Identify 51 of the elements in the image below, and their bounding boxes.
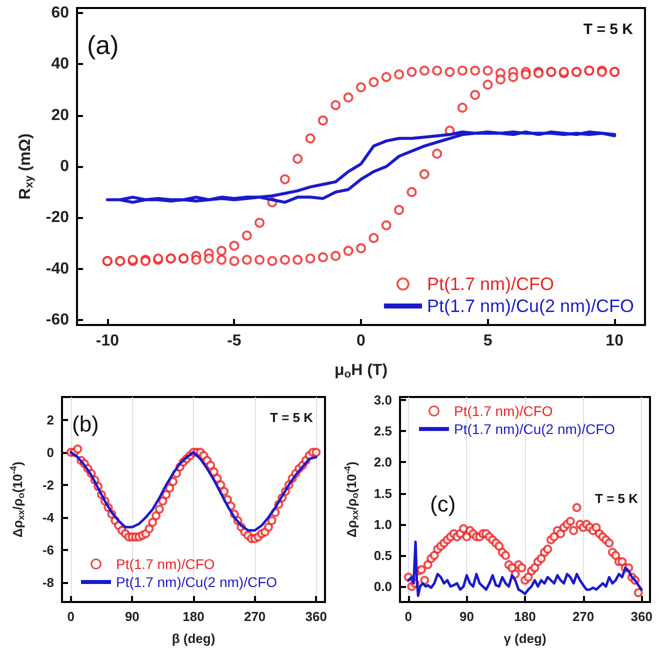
y-tick-label: 40 — [51, 56, 70, 73]
annotation: T = 5 K — [595, 491, 639, 506]
legend-label: Pt(1.7 nm)/Cu(2 nm)/CFO — [454, 421, 616, 437]
x-tick-label: -5 — [227, 332, 242, 350]
legend-label: Pt(1.7 nm)/Cu(2 nm)/CFO — [426, 296, 634, 316]
y-tick-label: 0 — [60, 158, 70, 175]
x-tick-label: 360 — [305, 609, 327, 624]
legend-label: Pt(1.7 nm)/Cu(2 nm)/CFO — [116, 574, 278, 590]
annotation: (b) — [72, 412, 99, 436]
x-tick-label: -10 — [96, 332, 120, 350]
x-axis-title: γ (deg) — [504, 631, 546, 646]
y-tick-label: 2.5 — [374, 424, 392, 439]
y-tick-label: -6 — [42, 542, 54, 558]
y-tick-label: 0.0 — [374, 578, 392, 594]
x-tick-label: 0 — [356, 332, 366, 350]
x-tick-label: 90 — [124, 609, 140, 624]
y-axis-title: Rxy (mΩ) — [16, 133, 36, 200]
x-tick-label: 270 — [244, 609, 266, 624]
y-tick-label: 3.0 — [374, 392, 392, 408]
y-tick-label: 20 — [51, 106, 70, 124]
x-tick-label: 90 — [459, 609, 474, 624]
annotation: (c) — [430, 492, 456, 516]
y-tick-label: -2 — [42, 477, 54, 492]
x-tick-label: 180 — [514, 609, 536, 624]
y-tick-label: -4 — [42, 510, 55, 525]
x-axis-title: β (deg) — [172, 631, 216, 646]
legend-label: Pt(1.7 nm)/CFO — [426, 274, 554, 294]
annotation: (a) — [87, 30, 119, 60]
x-tick-label: 10 — [606, 332, 624, 350]
x-tick-label: 360 — [630, 609, 652, 624]
x-tick-label: 0 — [404, 609, 412, 624]
x-tick-label: 5 — [483, 332, 492, 350]
y-tick-label: 2.0 — [374, 454, 392, 470]
y-axis-title: Δρxx/ρo(10-4) — [342, 462, 360, 538]
y-tick-label: -40 — [46, 260, 70, 278]
x-tick-label: 180 — [182, 609, 204, 624]
y-tick-label: 1.5 — [374, 486, 392, 501]
y-tick-label: 1.0 — [374, 516, 392, 532]
y-tick-label: -8 — [42, 574, 54, 590]
y-tick-label: 2 — [46, 412, 54, 428]
legend-label: Pt(1.7 nm)/CFO — [116, 556, 215, 572]
legend-label: Pt(1.7 nm)/CFO — [454, 403, 553, 419]
y-tick-label: 60 — [51, 4, 70, 22]
y-tick-label: -60 — [46, 311, 70, 328]
y-tick-label: 0.5 — [374, 548, 392, 563]
annotation: T = 5 K — [270, 410, 314, 425]
y-tick-label: 0 — [46, 444, 54, 460]
x-tick-label: 270 — [572, 609, 594, 624]
annotation: T = 5 K — [583, 21, 634, 38]
y-axis-title: Δρxx/ρo(10-4) — [8, 462, 26, 538]
y-tick-label: -20 — [46, 209, 70, 226]
